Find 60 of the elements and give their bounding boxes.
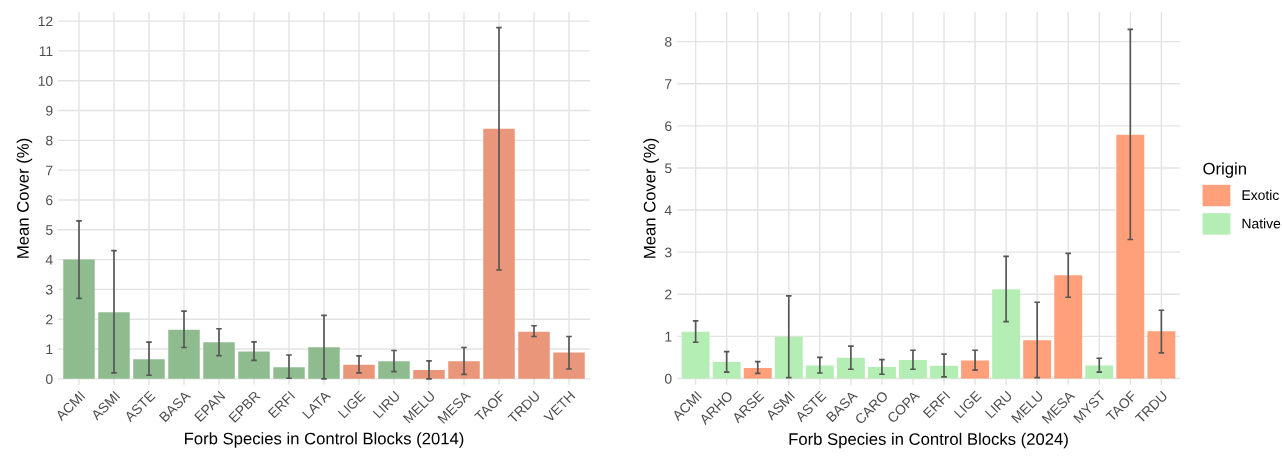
bar xyxy=(1054,275,1083,379)
y-tick-label: 7 xyxy=(46,165,53,176)
bar xyxy=(867,367,896,379)
bar xyxy=(743,367,772,379)
bar xyxy=(553,352,585,379)
y-axis-title: Mean Cover (%) xyxy=(16,138,33,258)
y-tick-label: 3 xyxy=(45,284,53,295)
bar xyxy=(378,361,410,379)
bar xyxy=(63,259,95,379)
bar xyxy=(805,365,834,379)
y-tick-label: 2 xyxy=(665,289,672,300)
bar xyxy=(961,360,990,379)
y-tick-label: 5 xyxy=(664,163,672,174)
bar xyxy=(273,367,305,379)
bar xyxy=(308,347,340,379)
y-tick-label: 12 xyxy=(38,16,53,27)
y-tick-label: 4 xyxy=(45,255,53,265)
y-tick-label: 1 xyxy=(665,331,672,342)
legend-title: Origin xyxy=(1203,162,1246,178)
bar xyxy=(836,357,865,379)
bar xyxy=(992,289,1021,379)
y-tick-label: 9 xyxy=(46,105,53,116)
bar xyxy=(1116,134,1145,379)
bar xyxy=(1147,331,1176,379)
y-tick-label: 11 xyxy=(39,46,53,56)
y-tick-label: 5 xyxy=(45,225,53,235)
y-axis-title: Mean Cover (%) xyxy=(643,138,659,258)
y-tick-label: 6 xyxy=(46,195,53,206)
bar xyxy=(899,359,927,379)
bar xyxy=(168,329,200,379)
bar xyxy=(774,336,803,379)
bar xyxy=(448,361,480,379)
y-tick-label: 0 xyxy=(45,374,53,385)
bar xyxy=(98,312,130,379)
bar xyxy=(1085,365,1114,379)
y-tick-label: 7 xyxy=(665,79,672,89)
bar xyxy=(681,331,710,379)
bar xyxy=(413,369,445,379)
y-tick-label: 3 xyxy=(664,247,672,258)
x-axis-title: Forb Species in Control Blocks (2014) xyxy=(185,432,464,448)
x-axis-title: Forb Species in Control Blocks (2024) xyxy=(789,432,1068,449)
y-tick-label: 4 xyxy=(664,205,672,216)
legend-label: Native xyxy=(1242,218,1281,229)
y-tick-label: 6 xyxy=(665,121,672,132)
bar xyxy=(343,364,375,379)
bar xyxy=(712,362,741,379)
y-tick-label: 0 xyxy=(664,373,672,384)
bar xyxy=(518,331,550,379)
y-tick-label: 2 xyxy=(46,314,53,325)
bar xyxy=(930,365,958,379)
y-tick-label: 8 xyxy=(665,36,672,47)
y-tick-label: 10 xyxy=(38,76,53,86)
y-tick-label: 1 xyxy=(46,344,53,355)
bar xyxy=(238,351,270,379)
y-tick-label: 8 xyxy=(46,135,53,146)
bar xyxy=(203,342,235,379)
bar xyxy=(1023,340,1052,379)
legend-label: Exotic xyxy=(1242,189,1279,201)
bar xyxy=(133,359,165,379)
bar xyxy=(483,128,515,379)
